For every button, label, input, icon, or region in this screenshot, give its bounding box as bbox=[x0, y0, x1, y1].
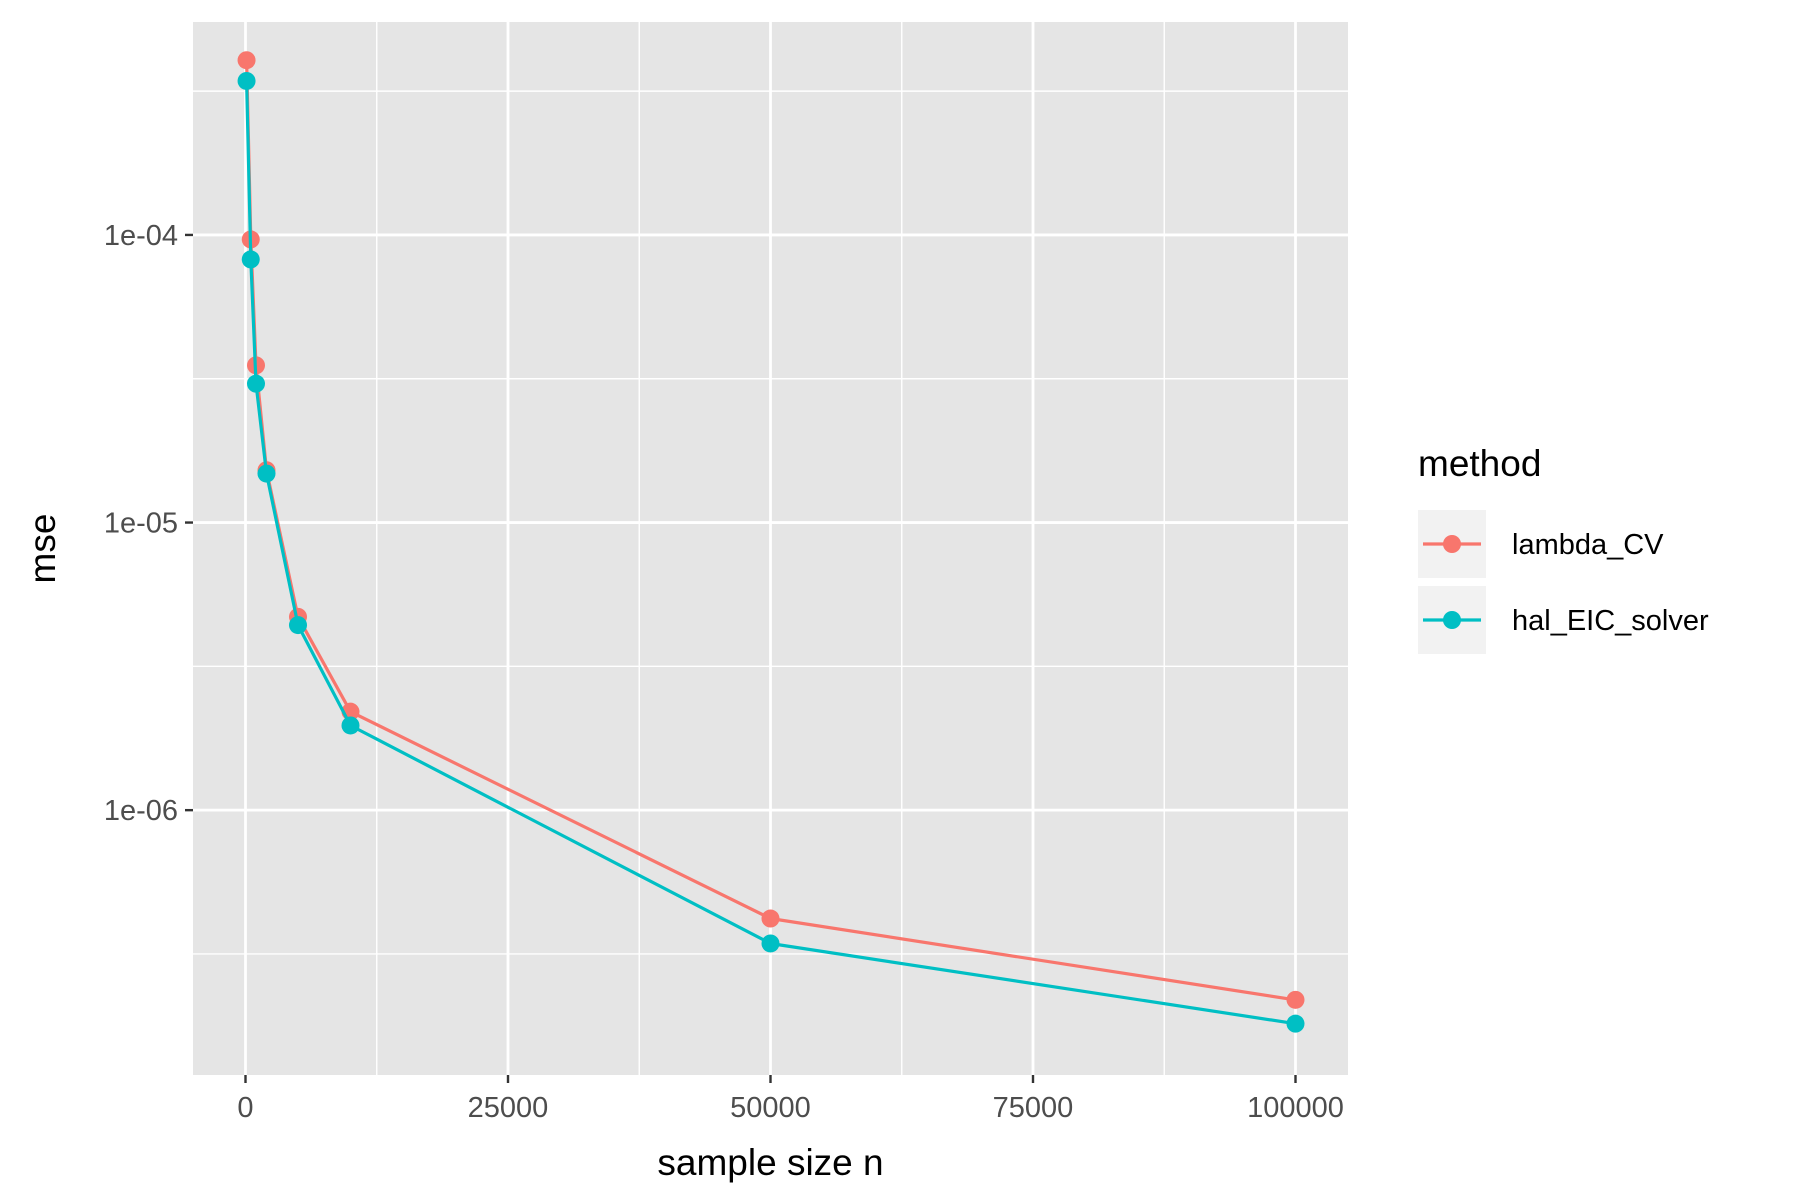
data-point bbox=[237, 51, 256, 70]
data-point bbox=[237, 71, 256, 90]
legend-key-point bbox=[1443, 535, 1461, 553]
legend-entry: hal_EIC_solver bbox=[1418, 586, 1709, 654]
legend-label: hal_EIC_solver bbox=[1512, 605, 1709, 637]
x-tick-label: 75000 bbox=[993, 1092, 1074, 1124]
data-point bbox=[289, 616, 307, 635]
x-tick-label: 50000 bbox=[730, 1092, 811, 1124]
major-gridlines bbox=[193, 22, 1348, 1075]
y-axis-title: mse bbox=[22, 514, 63, 584]
data-point bbox=[1286, 990, 1305, 1009]
data-point bbox=[241, 250, 260, 269]
y-tick-label: 1e-04 bbox=[104, 220, 178, 252]
data-point bbox=[761, 934, 780, 953]
legend-label: lambda_CV bbox=[1512, 529, 1664, 561]
data-point bbox=[247, 374, 265, 393]
data-point bbox=[1286, 1014, 1305, 1033]
data-point bbox=[257, 464, 276, 483]
y-tick-label: 1e-05 bbox=[104, 508, 178, 540]
legend-title: method bbox=[1418, 443, 1541, 484]
data-point bbox=[341, 716, 360, 735]
legend: method lambda_CV hal_EIC_solver bbox=[1418, 443, 1709, 654]
series-layer bbox=[237, 51, 1305, 1033]
x-tick-label: 25000 bbox=[468, 1092, 549, 1124]
y-tick-label: 1e-06 bbox=[104, 795, 178, 827]
x-tick-label: 100000 bbox=[1247, 1092, 1344, 1124]
x-axis-title: sample size n bbox=[657, 1142, 883, 1183]
y-axis: 1e-06 1e-05 1e-04 bbox=[104, 220, 193, 827]
x-axis: 0 25000 50000 75000 100000 bbox=[237, 1075, 1344, 1124]
series-line bbox=[245, 80, 1296, 1026]
x-tick-label: 0 bbox=[237, 1092, 253, 1124]
legend-key-point bbox=[1443, 611, 1461, 629]
legend-entry: lambda_CV bbox=[1418, 510, 1664, 578]
series-hal_EIC_solver bbox=[237, 71, 1305, 1033]
data-point bbox=[761, 909, 780, 928]
